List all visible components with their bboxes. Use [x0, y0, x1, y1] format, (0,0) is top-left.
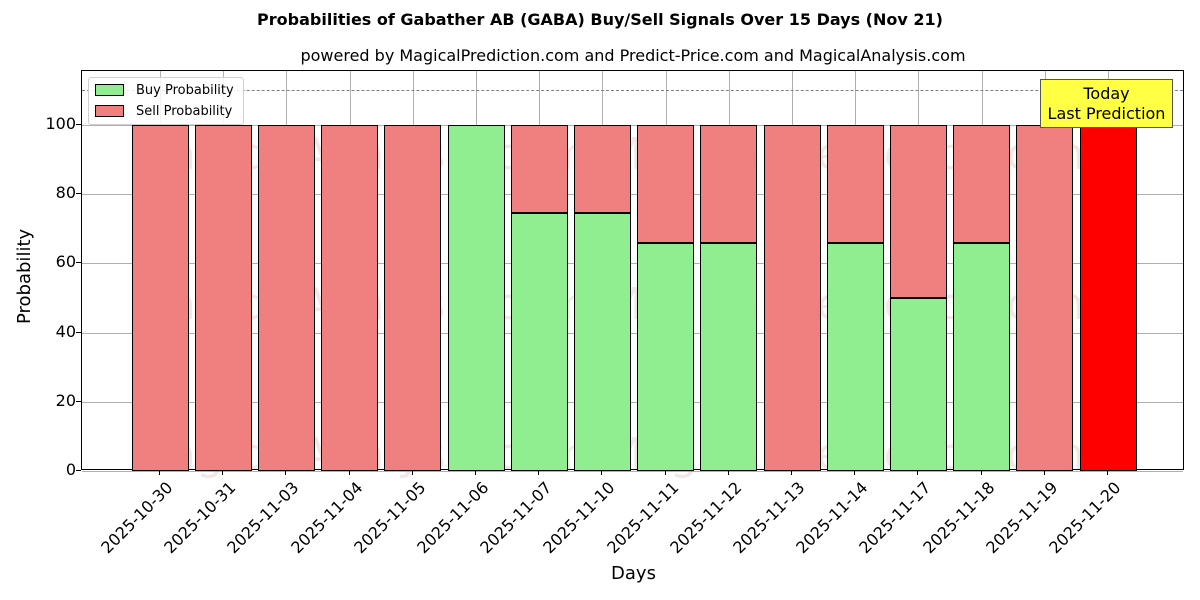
bar-sell [573, 125, 631, 214]
bar-sell [700, 125, 758, 243]
bar-buy [889, 298, 947, 471]
x-tick-mark [411, 470, 413, 475]
annotation-line-1: Today [1083, 84, 1130, 103]
x-tick-mark [791, 470, 792, 475]
bar-sell [510, 125, 568, 214]
x-tick-mark [159, 470, 160, 475]
x-tick-mark [980, 470, 982, 475]
bar-buy [447, 125, 505, 471]
y-tick-mark [76, 262, 81, 264]
y-tick-label: 20 [55, 390, 76, 410]
bar-sell-today [1079, 125, 1137, 471]
x-tick-mark [917, 470, 919, 475]
x-tick-mark [222, 470, 224, 475]
y-tick-label: 0 [65, 460, 76, 479]
legend-item-buy: Buy Probability [95, 82, 234, 98]
legend: Buy Probability Sell Probability [88, 77, 244, 125]
y-tick-mark [76, 400, 81, 402]
bar-buy [826, 242, 884, 471]
bar-sell [257, 125, 315, 471]
x-axis-label: Days [611, 563, 656, 584]
bar-sell [889, 125, 947, 298]
x-tick-mark [854, 470, 856, 475]
y-tick-mark [76, 193, 81, 195]
y-axis-label: Probability [14, 228, 35, 324]
bar-sell [321, 125, 379, 471]
x-tick-mark [727, 470, 729, 475]
chart-subtitle: powered by MagicalPrediction.com and Pre… [300, 46, 966, 65]
legend-label-sell: Sell Probability [136, 103, 233, 119]
bar-buy [573, 213, 631, 471]
legend-item-sell: Sell Probability [95, 103, 232, 119]
y-tick-mark [76, 124, 81, 125]
grid-line-horizontal [82, 194, 1183, 196]
x-tick-mark [538, 470, 540, 475]
y-tick-mark [76, 331, 81, 333]
bar-sell [384, 125, 442, 471]
bar-buy [953, 242, 1011, 471]
bar-sell [637, 125, 695, 243]
bar-sell [1016, 125, 1074, 471]
legend-label-buy: Buy Probability [136, 82, 234, 98]
y-tick-label: 80 [55, 183, 76, 203]
today-annotation: Today Last Prediction [1040, 79, 1173, 128]
x-tick-mark [285, 470, 287, 475]
chart-title: Probabilities of Gabather AB (GABA) Buy/… [257, 10, 943, 29]
grid-line-horizontal [82, 332, 1183, 334]
grid-line-horizontal [82, 471, 1183, 472]
bar-sell [826, 125, 884, 243]
reference-line [82, 90, 1183, 92]
x-tick-mark [664, 470, 666, 475]
bar-sell [763, 125, 821, 471]
grid-line-horizontal [82, 263, 1183, 265]
bar-sell [131, 125, 189, 471]
y-tick-label: 60 [55, 252, 76, 272]
sell-swatch-icon [95, 105, 124, 117]
grid-line-horizontal [82, 125, 1183, 126]
bar-sell [953, 125, 1011, 243]
bar-buy [510, 213, 568, 471]
grid-line-horizontal [82, 401, 1183, 403]
x-tick-mark [475, 470, 476, 475]
plot-area: MagicalAnalysis.comMagicalPrediction.com… [81, 70, 1184, 480]
bar-buy [700, 242, 758, 471]
annotation-line-2: Last Prediction [1047, 104, 1166, 123]
x-tick-mark [1107, 470, 1108, 475]
x-tick-mark [348, 470, 350, 475]
x-tick-mark [1043, 470, 1045, 475]
y-tick-label: 100 [45, 114, 76, 133]
y-tick-label: 40 [55, 321, 76, 341]
buy-swatch-icon [95, 84, 124, 96]
x-tick-mark [601, 470, 603, 475]
y-tick-mark [76, 470, 81, 471]
bar-buy [637, 242, 695, 471]
bar-sell [194, 125, 252, 471]
